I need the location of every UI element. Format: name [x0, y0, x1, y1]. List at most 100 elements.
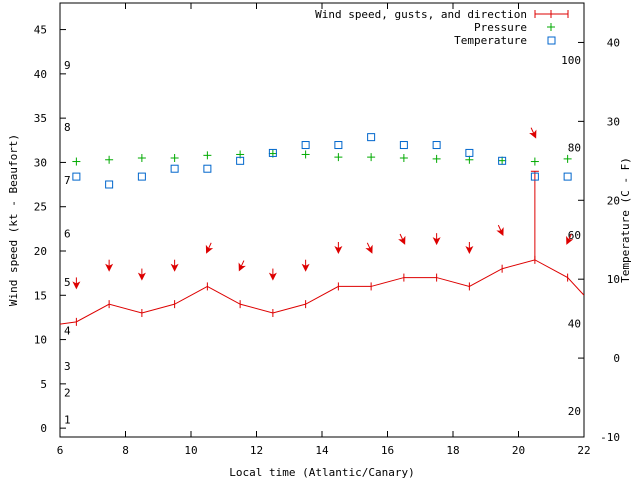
pressure-point [399, 154, 408, 162]
legend-label-wind: Wind speed, gusts, and direction [315, 8, 527, 21]
pressure-point [301, 150, 310, 159]
y-tick-label: 25 [34, 201, 47, 214]
wind-direction-arrow [566, 233, 574, 245]
pressure-point [72, 157, 81, 166]
x-tick-label: 14 [315, 444, 329, 457]
temperature-point [170, 164, 179, 173]
y-axis-label: Wind speed (kt - Beaufort) [7, 134, 20, 306]
beaufort-label: 4 [64, 325, 71, 338]
y-tick-label: 35 [34, 112, 47, 125]
beaufort-label: 6 [64, 227, 71, 240]
fahrenheit-label: 80 [568, 141, 581, 154]
y2-tick-label: 30 [607, 115, 620, 128]
wind-direction-arrow-head [137, 272, 146, 281]
temperature-point [137, 172, 146, 181]
y-tick-label: 0 [40, 422, 47, 435]
pressure-point [170, 154, 179, 162]
wind-direction-arrow [365, 242, 373, 254]
x-axis-ticks: 6 8 10 12 14 16 18 20 22 [57, 3, 591, 457]
beaufort-label: 2 [64, 387, 71, 400]
pressure-point [465, 155, 474, 164]
beaufort-label: 7 [64, 174, 71, 187]
series-layer [60, 127, 584, 326]
pressure-point [137, 154, 146, 162]
temperature-point [367, 133, 376, 142]
wind-direction-arrow [334, 242, 343, 254]
wind-direction-arrow-head [398, 235, 406, 245]
temperature-point [203, 164, 212, 173]
x-tick-label: 16 [381, 444, 394, 457]
temperature-point [236, 156, 245, 165]
x-tick-label: 18 [446, 444, 459, 457]
wind-direction-arrow [529, 127, 537, 139]
y2-tick-label: 0 [613, 352, 620, 365]
wind-direction-arrow [398, 233, 406, 245]
beaufort-label: 5 [64, 276, 71, 289]
x-tick-label: 6 [57, 444, 64, 457]
wind-direction-arrow-head [496, 227, 504, 237]
x-tick-label: 8 [122, 444, 129, 457]
pressure-point [563, 154, 572, 163]
x-tick-label: 12 [250, 444, 263, 457]
wind-direction-arrow-head [529, 129, 537, 139]
wind-direction-arrow-head [566, 235, 574, 245]
x-tick-label: 20 [512, 444, 525, 457]
y2-tick-label: 20 [607, 194, 620, 207]
temperature-point [498, 156, 507, 165]
pressure-point [432, 154, 441, 163]
pressure-point [530, 157, 539, 166]
temperature-point [563, 172, 572, 181]
wind-direction-arrow-head [72, 281, 81, 290]
beaufort-label: 3 [64, 360, 71, 373]
y-tick-label: 40 [34, 68, 47, 81]
beaufort-label: 9 [64, 59, 71, 72]
y-tick-label: 45 [34, 24, 47, 37]
wind-direction-arrow [496, 224, 504, 237]
x-tick-label: 10 [184, 444, 197, 457]
wind-direction-arrow [268, 268, 277, 281]
y2-axis-label: Temperature (C - F) [619, 157, 632, 283]
wind-direction-arrow-head [334, 246, 343, 254]
plot-frame [59, 2, 585, 438]
beaufort-label: 8 [64, 121, 71, 134]
temperature-point [432, 141, 441, 150]
pressure-point [203, 151, 212, 160]
pressure-point [105, 155, 114, 164]
legend-label-pressure: Pressure [474, 21, 527, 34]
wind-direction-arrow [238, 260, 246, 272]
wind-direction-arrow-head [465, 246, 474, 254]
wind-direction-arrow [301, 259, 310, 272]
x-tick-label: 22 [577, 444, 590, 457]
y2-tick-label: 10 [607, 273, 620, 286]
wind-direction-arrow-head [205, 244, 214, 254]
legend: Wind speed, gusts, and direction Pressur… [315, 8, 569, 47]
x-axis-label: Local time (Atlantic/Canary) [229, 466, 414, 479]
temperature-point [334, 141, 343, 150]
wind-direction-arrow [105, 259, 114, 272]
y-tick-label: 20 [34, 245, 47, 258]
y-tick-label: 10 [34, 334, 47, 347]
wind-direction-arrow-head [268, 272, 277, 281]
wind-direction-arrow-head [301, 263, 310, 272]
y2-axis-ticks: -10 0 10 20 30 40 [578, 36, 620, 444]
fahrenheit-label: 100 [561, 54, 581, 67]
temperature-point [268, 148, 277, 157]
fahrenheit-label: 40 [568, 317, 581, 330]
wind-direction-arrow [170, 259, 179, 272]
beaufort-scale-labels: 1 2 3 4 5 6 7 8 9 [64, 59, 71, 426]
y-axis-ticks: 0 5 10 15 20 25 30 35 40 45 [34, 24, 66, 435]
wind-direction-arrow [465, 242, 474, 254]
wind-direction-arrow-head [238, 262, 246, 272]
temperature-point [530, 172, 539, 181]
y-tick-label: 15 [34, 289, 47, 302]
wind-direction-arrow [72, 277, 81, 290]
fahrenheit-scale-labels: 20 40 60 80 100 [561, 54, 581, 418]
wind-direction-arrow-head [105, 263, 114, 272]
pressure-point [334, 153, 343, 162]
beaufort-label: 1 [64, 413, 71, 426]
pressure-point [367, 153, 376, 162]
wind-direction-arrow [205, 242, 214, 254]
legend-label-temperature: Temperature [454, 34, 527, 47]
y2-tick-label: -10 [600, 431, 620, 444]
